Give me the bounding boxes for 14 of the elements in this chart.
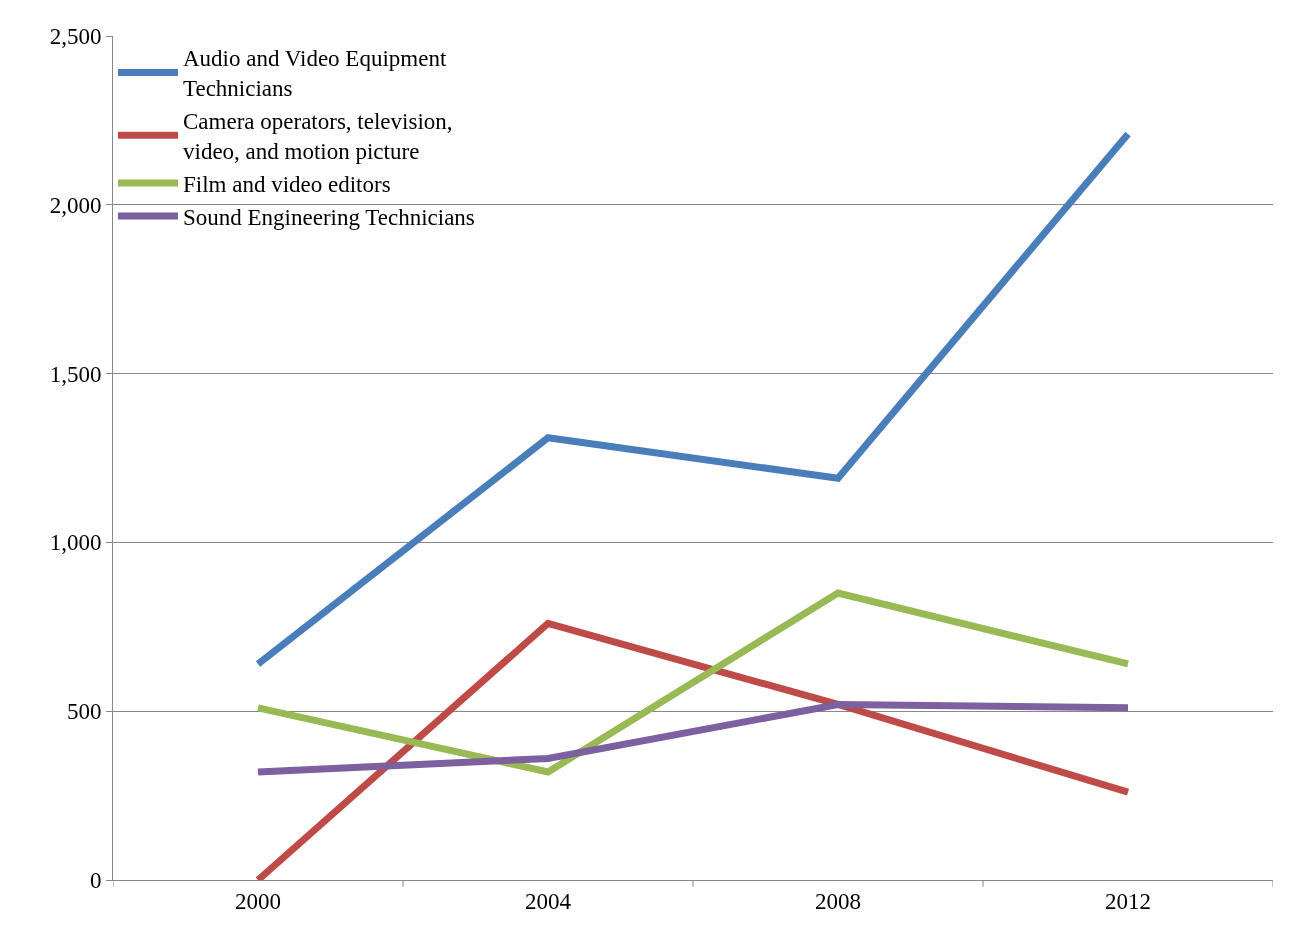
x-tick-label: 2004 xyxy=(525,888,572,914)
y-tick-label: 1,000 xyxy=(49,530,102,556)
legend-label: Film and video editors xyxy=(183,172,391,198)
y-tick-label: 2,000 xyxy=(49,192,102,218)
x-tick-label: 2000 xyxy=(235,888,281,914)
y-tick-label: 2,500 xyxy=(49,24,102,50)
y-tick-label: 1,500 xyxy=(49,361,102,387)
y-tick-label: 500 xyxy=(66,699,102,725)
legend-label: Sound Engineering Technicians xyxy=(183,204,475,230)
legend-label: Audio and Video Equipment Technicians xyxy=(183,46,447,102)
x-tick-label: 2008 xyxy=(815,888,861,914)
y-tick-label: 0 xyxy=(89,868,102,894)
legend-label: Camera operators, television, video, and motion picture xyxy=(183,109,453,165)
x-tick-label: 2012 xyxy=(1105,888,1151,914)
